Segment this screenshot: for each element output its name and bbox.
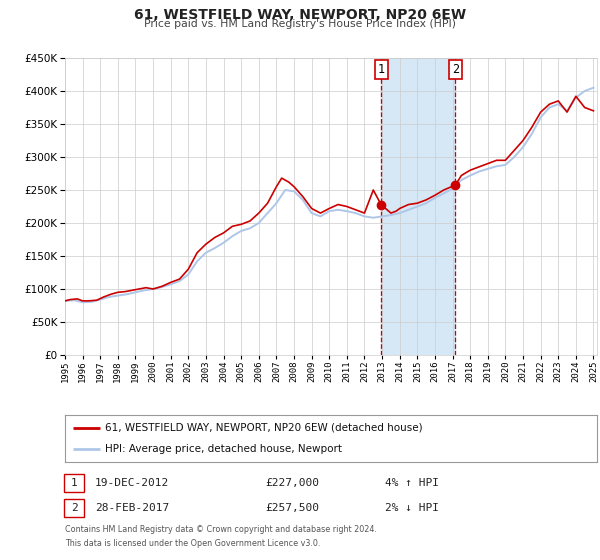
Text: 1: 1 <box>71 478 77 488</box>
Bar <box>382 58 455 355</box>
Text: Price paid vs. HM Land Registry's House Price Index (HPI): Price paid vs. HM Land Registry's House … <box>144 19 456 29</box>
Text: 2: 2 <box>452 63 459 76</box>
Text: 28-FEB-2017: 28-FEB-2017 <box>95 503 169 513</box>
Text: 4% ↑ HPI: 4% ↑ HPI <box>385 478 439 488</box>
Text: 61, WESTFIELD WAY, NEWPORT, NP20 6EW (detached house): 61, WESTFIELD WAY, NEWPORT, NP20 6EW (de… <box>105 423 422 433</box>
Text: Contains HM Land Registry data © Crown copyright and database right 2024.: Contains HM Land Registry data © Crown c… <box>65 525 377 534</box>
Text: 2: 2 <box>71 503 77 513</box>
Text: 1: 1 <box>378 63 385 76</box>
Text: 19-DEC-2012: 19-DEC-2012 <box>95 478 169 488</box>
Text: 61, WESTFIELD WAY, NEWPORT, NP20 6EW: 61, WESTFIELD WAY, NEWPORT, NP20 6EW <box>134 8 466 22</box>
Text: £227,000: £227,000 <box>265 478 319 488</box>
Text: This data is licensed under the Open Government Licence v3.0.: This data is licensed under the Open Gov… <box>65 539 320 548</box>
Text: 2% ↓ HPI: 2% ↓ HPI <box>385 503 439 513</box>
Text: HPI: Average price, detached house, Newport: HPI: Average price, detached house, Newp… <box>105 444 342 454</box>
Text: £257,500: £257,500 <box>265 503 319 513</box>
